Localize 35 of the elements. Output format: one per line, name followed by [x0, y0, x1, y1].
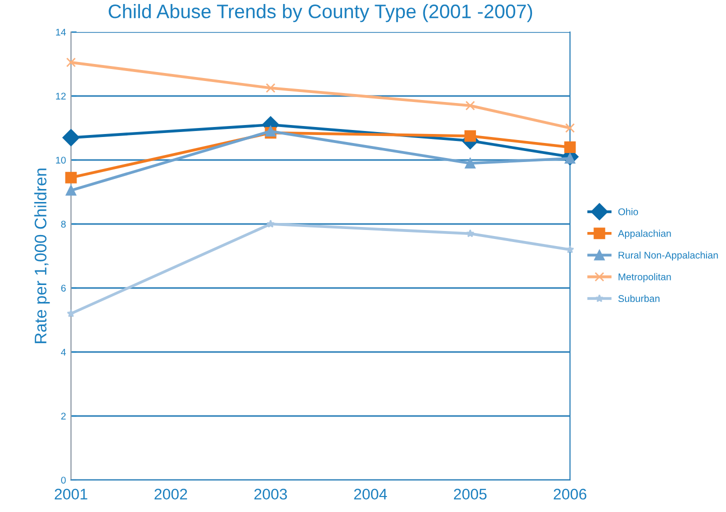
point — [465, 100, 475, 110]
point — [464, 130, 476, 142]
y-tick-label: 6 — [61, 284, 66, 292]
x-tick-label: 2004 — [354, 488, 387, 500]
point — [566, 245, 574, 254]
point — [265, 126, 276, 136]
point — [565, 123, 575, 133]
x-tick-label: 2001 — [54, 488, 88, 500]
x-tick-label: 2006 — [554, 488, 586, 500]
legend-label: Suburban — [618, 294, 660, 302]
y-tick-label: 14 — [56, 28, 66, 36]
legend-label: Appalachian — [618, 230, 671, 239]
x-tick-label: 2002 — [154, 488, 188, 500]
legend-label: Ohio — [618, 208, 638, 216]
legend-label: Metropolitan — [618, 273, 671, 282]
point — [464, 158, 476, 168]
point — [266, 83, 276, 93]
chart-title: Child Abuse Trends by County Type (2001 -2007) — [108, 4, 532, 22]
point — [66, 185, 76, 196]
point — [466, 229, 474, 238]
x-tick-label: 2005 — [454, 488, 487, 500]
point — [66, 58, 76, 68]
x-tick-label: 2003 — [254, 488, 287, 500]
point — [266, 220, 275, 228]
y-axis-title: Rate per 1,000 Children — [34, 168, 50, 344]
y-tick-label: 2 — [61, 412, 66, 420]
y-tick-label: 12 — [56, 92, 66, 100]
y-tick-label: 10 — [56, 156, 66, 164]
point — [65, 172, 77, 184]
point — [564, 141, 576, 153]
y-tick-label: 0 — [61, 476, 66, 484]
y-tick-label: 8 — [61, 220, 66, 228]
y-tick-label: 4 — [60, 348, 66, 356]
point — [62, 129, 80, 146]
legend-label: Rural Non-Appalachian — [618, 251, 718, 261]
